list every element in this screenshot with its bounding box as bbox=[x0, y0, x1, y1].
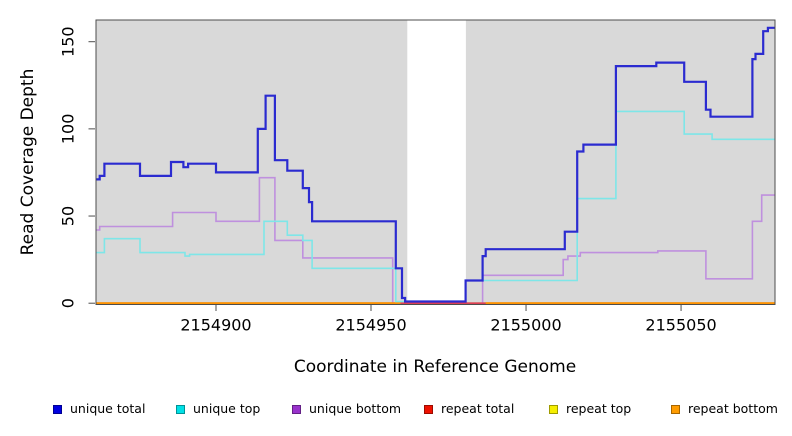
legend-swatch-icon bbox=[549, 404, 558, 414]
axis-ticks: 2154900 2154950 2155000 2155050 0 50 100 150 bbox=[59, 26, 717, 334]
legend-label: unique top bbox=[193, 401, 261, 416]
x-tick-label: 2155000 bbox=[490, 316, 561, 335]
series-line-unique-top bbox=[96, 110, 775, 303]
legend-item-unique-bottom: unique bottom bbox=[292, 398, 401, 420]
legend-label: repeat total bbox=[441, 401, 515, 416]
plot-box-border bbox=[95, 19, 776, 305]
x-tick-label: 2154900 bbox=[180, 316, 251, 335]
legend-item-unique-total: unique total bbox=[53, 398, 145, 420]
legend-swatch-icon bbox=[292, 404, 301, 414]
legend-label: unique total bbox=[70, 401, 146, 416]
x-tick-label: 2154950 bbox=[335, 316, 406, 335]
y-tick-label: 50 bbox=[59, 206, 78, 226]
x-tick-label: 2155050 bbox=[645, 316, 716, 335]
legend-item-repeat-top: repeat top bbox=[549, 398, 631, 420]
series-line-unique-bottom bbox=[96, 176, 775, 304]
y-tick-label: 150 bbox=[59, 26, 78, 57]
legend-item-repeat-total: repeat total bbox=[424, 398, 514, 420]
legend-label: repeat top bbox=[566, 401, 632, 416]
legend-swatch-icon bbox=[53, 404, 62, 414]
masked-region-band bbox=[407, 20, 466, 304]
x-axis-title: Coordinate in Reference Genome bbox=[294, 357, 576, 377]
y-tick-label: 0 bbox=[59, 298, 78, 308]
y-axis-title: Read Coverage Depth bbox=[18, 69, 38, 256]
legend-item-repeat-bottom: repeat bottom bbox=[671, 398, 778, 420]
legend-swatch-icon bbox=[671, 404, 680, 414]
legend-label: unique bottom bbox=[309, 401, 402, 416]
legend-label: repeat bottom bbox=[688, 401, 778, 416]
legend: unique total unique top unique bottom repea… bbox=[0, 398, 792, 422]
legend-swatch-icon bbox=[176, 404, 185, 414]
y-tick-label: 100 bbox=[59, 114, 78, 145]
series-line-unique-total bbox=[96, 26, 775, 303]
series-lines bbox=[96, 26, 775, 305]
legend-swatch-icon bbox=[424, 404, 433, 414]
legend-item-unique-top: unique top bbox=[176, 398, 260, 420]
